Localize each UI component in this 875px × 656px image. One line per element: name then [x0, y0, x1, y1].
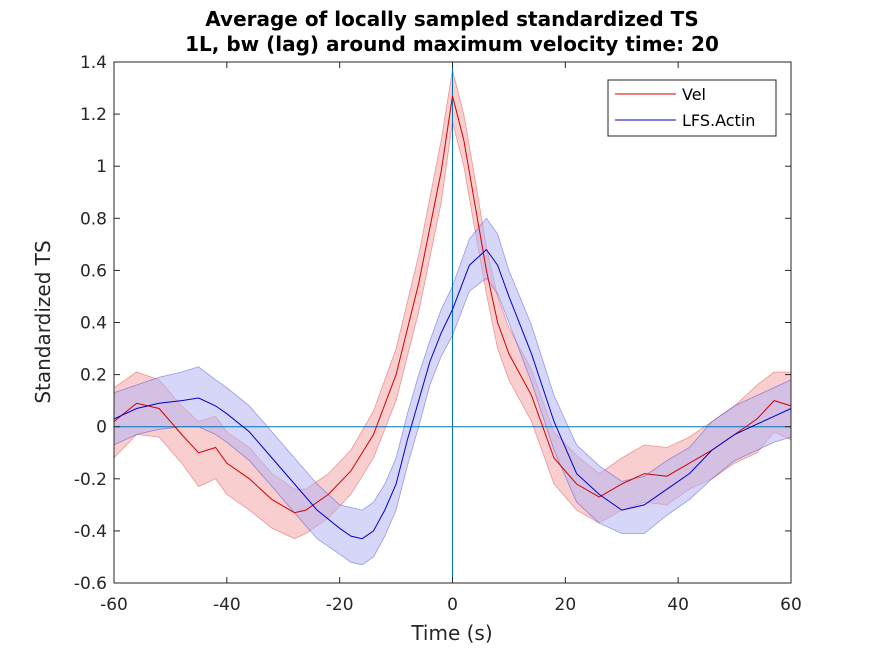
- legend: Vel LFS.Actin: [607, 79, 777, 137]
- chart-title-line-2: 1L, bw (lag) around maximum velocity tim…: [185, 32, 719, 56]
- y-tick-label: 0.4: [80, 314, 107, 334]
- legend-label-lfs-actin: LFS.Actin: [682, 111, 755, 130]
- x-tick-label: 60: [780, 595, 802, 615]
- y-tick-label: 1.2: [80, 105, 107, 125]
- x-tick-label: 40: [667, 595, 689, 615]
- x-tick-label: -40: [213, 595, 241, 615]
- chart-title-line-1: Average of locally sampled standardized …: [205, 7, 698, 31]
- y-tick-label: 0.2: [80, 366, 107, 386]
- y-tick-label: -0.2: [74, 470, 107, 490]
- x-axis-ticks: -60 -40 -20 0 20 40 60: [100, 62, 802, 615]
- y-axis-ticks: -0.6 -0.4 -0.2 0 0.2 0.4 0.6 0.8 1 1.2 1.4: [74, 53, 791, 594]
- y-axis-label: Standardized TS: [31, 240, 55, 403]
- legend-label-vel: Vel: [682, 85, 706, 104]
- y-tick-label: 0.8: [80, 209, 107, 229]
- y-tick-label: -0.6: [74, 574, 107, 594]
- y-tick-label: 1: [96, 157, 107, 177]
- x-tick-label: -20: [326, 595, 354, 615]
- legend-box: [607, 79, 777, 137]
- x-tick-label: -60: [100, 595, 128, 615]
- y-tick-label: 0: [96, 418, 107, 438]
- x-tick-label: 20: [555, 595, 577, 615]
- series-line-vel: [113, 95, 792, 514]
- x-tick-label: 0: [447, 595, 458, 615]
- series-lines: [113, 95, 792, 540]
- y-tick-label: 0.6: [80, 261, 107, 281]
- reference-lines: [114, 62, 791, 583]
- x-axis-label: Time (s): [410, 621, 492, 645]
- y-tick-label: -0.4: [74, 522, 107, 542]
- series-line-lfs-actin: [113, 248, 792, 540]
- y-tick-label: 1.4: [80, 53, 107, 73]
